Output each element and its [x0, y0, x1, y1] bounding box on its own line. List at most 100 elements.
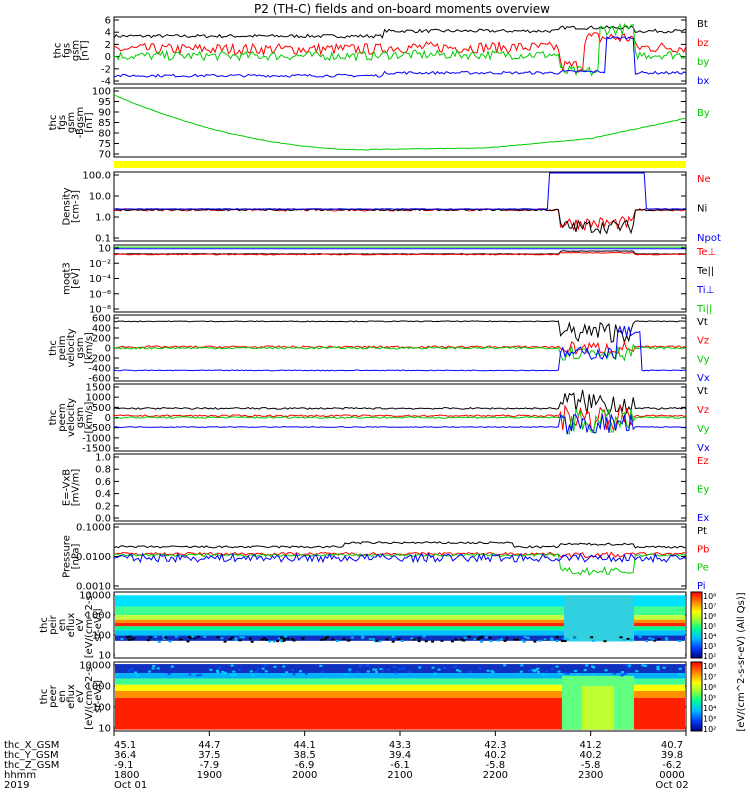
colorbar-tick: 10⁴ — [703, 632, 716, 641]
y-tick-label: 0.4 — [95, 489, 111, 500]
series-Vy — [113, 408, 687, 435]
y-tick-label: 10⁻⁸ — [89, 305, 111, 316]
spectrogram-speckle — [174, 635, 178, 638]
y-tick-label: 600 — [92, 314, 111, 325]
spectrogram-speckle — [678, 667, 682, 670]
y-tick-label: 90 — [98, 108, 111, 119]
legend-Vz: Vz — [697, 336, 709, 347]
spectrogram-speckle — [534, 668, 538, 671]
spectrogram-speckle — [431, 666, 435, 669]
legend-Vy: Vy — [697, 354, 710, 365]
y-label: en — [57, 690, 68, 703]
x-tick-label: 40.2 — [580, 750, 602, 761]
y-tick-label: 4 — [105, 28, 111, 39]
y-tick-label: 500 — [92, 403, 111, 414]
y-label: -Bgsm — [75, 107, 86, 138]
legend-Pe: Pe — [697, 563, 709, 574]
colorbar-strip — [690, 591, 703, 659]
spectrogram-speckle — [456, 669, 460, 672]
spectrogram-speckle — [232, 670, 236, 673]
legend-Vz: Vz — [697, 405, 709, 416]
y-label: [mV/m] — [71, 469, 82, 507]
series-Vz — [113, 404, 686, 432]
spectrogram-speckle — [281, 673, 285, 676]
spectrogram-speckle — [148, 670, 152, 673]
series-By — [113, 94, 687, 151]
spectrogram-speckle — [127, 669, 131, 672]
spectrogram-speckle — [351, 636, 355, 639]
spectrogram-speckle — [336, 639, 340, 642]
spectrogram-speckle — [260, 638, 264, 641]
spectrogram-speckle — [603, 640, 607, 643]
spectrogram-speckle — [555, 636, 559, 639]
spectrogram-band — [115, 615, 685, 620]
spectrogram-speckle — [264, 638, 268, 641]
x-tick-label: 41.2 — [580, 740, 602, 751]
spectrogram-speckle — [478, 667, 482, 670]
y-label: [eV/(cm^2-s- — [84, 591, 95, 658]
x-row-label: thc_X_GSM — [4, 740, 59, 751]
spectrogram-speckle — [604, 669, 608, 672]
spectrogram-speckle — [496, 639, 500, 642]
x-tick-label: 42.3 — [484, 740, 506, 751]
spectrogram-speckle — [656, 668, 660, 671]
x-row-label: 2019 — [4, 780, 29, 791]
y-tick-label: 0.1000 — [76, 523, 111, 534]
y-label: [nT] — [80, 40, 91, 60]
spectrogram-speckle — [325, 636, 329, 639]
spectrogram-speckle — [162, 635, 166, 638]
spectrogram-speckle — [120, 638, 124, 641]
legend-Pb: Pb — [697, 544, 709, 555]
spectrogram-speckle — [531, 669, 535, 672]
y-label: thc — [48, 410, 59, 426]
spectrogram-speckle — [541, 673, 545, 676]
spectrogram-speckle — [230, 636, 234, 639]
y-label: [nPa] — [71, 543, 82, 569]
x-tick-label: 1800 — [114, 770, 139, 781]
spectrogram-speckle — [591, 639, 595, 642]
y-label: thc — [48, 340, 59, 356]
legend-Te⊥: Te⊥ — [696, 247, 716, 258]
spectrogram-speckle — [625, 664, 629, 667]
spectrogram-speckle — [146, 639, 150, 642]
spectrogram-speckle — [192, 637, 196, 640]
y-tick-label: 100 — [92, 703, 111, 714]
y-label: [eV] — [71, 268, 82, 289]
y-tick-label: -500 — [88, 423, 111, 434]
y-tick-label: 2 — [105, 40, 111, 51]
spectrogram-speckle — [503, 639, 507, 642]
spectrogram-speckle — [657, 669, 661, 672]
spectrogram-speckle — [678, 640, 682, 643]
y-tick-label: 85 — [98, 118, 111, 129]
spectrogram-speckle — [626, 637, 630, 640]
x-tick-label: 2200 — [483, 770, 508, 781]
x-tick-label: -6.2 — [662, 760, 682, 771]
spectrogram-speckle — [410, 637, 414, 640]
spectrogram-speckle — [397, 668, 401, 671]
y-tick-label: 95 — [98, 97, 111, 108]
spectrogram-speckle — [372, 668, 376, 671]
spectrogram-speckle — [301, 637, 305, 640]
y-tick-label: -2 — [101, 64, 111, 75]
legend-bx: bx — [697, 76, 709, 87]
legend-Te||: Te|| — [696, 266, 714, 277]
spectrogram-speckle — [550, 639, 554, 642]
y-tick-label: 80 — [98, 129, 111, 140]
x-row-label: thc_Y_GSM — [4, 750, 59, 761]
y-tick-label: 0.0100 — [76, 552, 111, 563]
y-tick-label: -1000 — [82, 433, 111, 444]
x-tick-label: -5.8 — [486, 760, 506, 771]
panel-frame — [113, 87, 687, 158]
y-tick-label: 1500 — [86, 383, 111, 394]
spectrogram-speckle — [164, 636, 168, 639]
spectrogram-speckle — [366, 664, 370, 667]
y-label: thc — [39, 617, 50, 633]
y-label: eV — [75, 690, 86, 703]
spectrogram-speckle — [583, 669, 587, 672]
y-label: eV — [75, 618, 86, 631]
x-tick-label: 37.5 — [198, 750, 220, 761]
spectrogram-speckle — [217, 666, 221, 669]
x-tick-label: 38.5 — [294, 750, 316, 761]
